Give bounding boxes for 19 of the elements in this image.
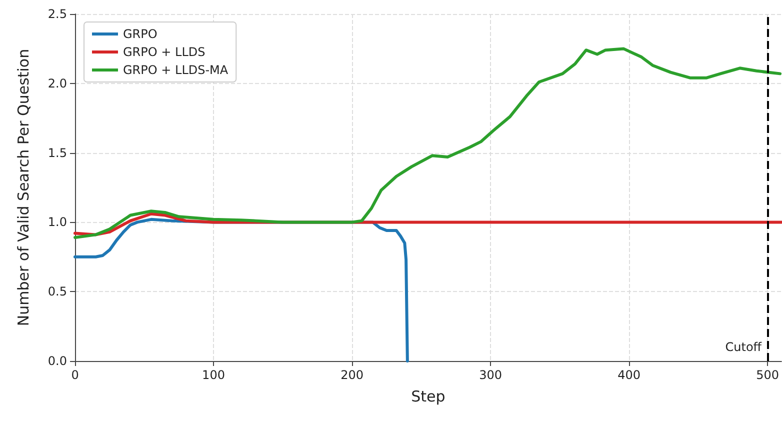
y-tick-label: 0.0 (48, 354, 67, 368)
y-tick-label: 0.5 (48, 284, 67, 299)
x-axis-title: Step (411, 388, 446, 406)
y-tick-label: 2.5 (48, 7, 67, 21)
legend-label: GRPO (123, 27, 158, 41)
legend-label: GRPO + LLDS (123, 45, 206, 59)
x-tick-label: 0 (71, 368, 79, 382)
x-tick-label: 300 (479, 368, 502, 382)
x-tick-label: 200 (340, 368, 364, 382)
y-axis-title: Number of Valid Search Per Question (14, 48, 32, 326)
line-series (74, 47, 782, 239)
x-tick-label: 500 (756, 368, 780, 382)
y-tick-label: 1.0 (48, 215, 67, 230)
ref-line-label: Cutoff (725, 340, 762, 354)
x-tick-label: 400 (618, 368, 641, 382)
x-tick-label: 100 (202, 368, 225, 382)
y-tick-label: 2.0 (48, 76, 67, 90)
legend-label: GRPO + LLDS-MA (123, 63, 229, 77)
y-tick-label: 1.5 (48, 146, 67, 160)
